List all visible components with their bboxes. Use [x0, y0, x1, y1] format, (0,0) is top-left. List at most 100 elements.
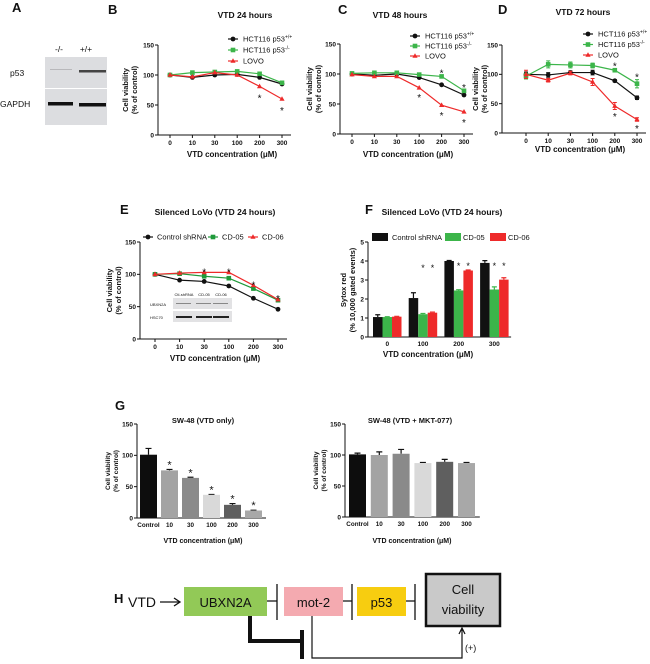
legend-swatch [445, 233, 461, 241]
y-tick-label: 100 [487, 72, 498, 79]
bar [370, 455, 388, 517]
inset-blot-column-label: CD-05 [198, 292, 210, 297]
x-tick-label: 100 [414, 139, 425, 146]
activation-arrow-icon [160, 597, 182, 607]
x-axis-label: VTD concentration (μM) [535, 145, 626, 154]
legend-label-superscript: +/+ [640, 30, 647, 36]
bar-chart-F: F Silenced LoVo (VTD 24 hours) 0 1 2 3 4 5 0 100 2… [339, 202, 530, 359]
significance-star: * [258, 94, 262, 105]
data-point [226, 275, 232, 281]
data-point [416, 72, 422, 77]
effect-label: (+) [465, 643, 476, 653]
diagram-node [357, 587, 406, 616]
legend-label-text: Control shRNA [157, 233, 207, 242]
y-tick-label: 150 [125, 239, 136, 246]
data-point [275, 306, 281, 312]
y-tick-label: 100 [125, 272, 136, 279]
error-bar [166, 468, 173, 471]
bar [224, 504, 241, 518]
y-axis-label: Cell viability [305, 66, 314, 111]
y-tick-label: 0 [337, 514, 341, 521]
error-bar [375, 314, 381, 318]
legend-item: CD-06 [248, 233, 284, 242]
significance-star: * [251, 280, 255, 291]
x-tick-label: Control [346, 521, 369, 528]
data-point [201, 269, 207, 275]
pathway-diagram: H VTD UBXN2A mot-2 p53 Cell viability (+) [114, 572, 502, 659]
blot-band [79, 103, 106, 107]
series-2 [523, 69, 640, 122]
y-tick-label: 0 [129, 515, 133, 522]
error-bar [354, 452, 361, 455]
bar [392, 453, 410, 517]
legend-label: CD-06 [262, 233, 284, 242]
blot-band [48, 102, 73, 106]
x-tick-label: 30 [567, 138, 575, 145]
x-tick-label: 200 [439, 521, 450, 528]
data-point [568, 62, 573, 68]
significance-star: * [635, 73, 639, 84]
x-tick-label: 300 [459, 139, 470, 146]
diagram-output-label: viability [442, 602, 485, 617]
series-line [154, 271, 279, 301]
error-bar [441, 458, 448, 462]
legend-item: HCT116 p53+/+ [583, 30, 647, 39]
legend-label-text: HCT116 p53 [425, 42, 467, 51]
legend-label: HCT116 p53+/+ [243, 35, 292, 44]
y-tick-label: 3 [360, 277, 364, 284]
legend-item: CD-06 [490, 233, 530, 242]
legend-label-text: LOVO [425, 52, 446, 61]
x-tick-label: 0 [350, 139, 354, 146]
legend-label: LOVO [598, 51, 619, 60]
significance-star: * [421, 263, 425, 273]
legend-item: HCT116 p53+/+ [410, 32, 474, 41]
error-bar [145, 447, 152, 455]
legend-label-superscript: +/+ [285, 35, 292, 41]
legend-label-text: CD-05 [222, 233, 244, 242]
data-point [590, 63, 595, 68]
legend-label: HCT116 p53-/- [425, 42, 472, 51]
legend-item: CD-05 [208, 233, 244, 242]
data-point [461, 109, 467, 114]
data-point [461, 88, 467, 94]
legend-swatch [490, 233, 506, 241]
legend-marker [412, 43, 418, 49]
x-tick-label: 0 [385, 341, 389, 348]
panel-label: D [498, 2, 507, 17]
inhibition-arrow-icon [406, 584, 416, 620]
legend-label: CD-05 [463, 233, 485, 242]
y-tick-label: 50 [329, 101, 337, 108]
error-bar [429, 311, 435, 313]
blot-band [50, 69, 72, 70]
error-bar [420, 312, 426, 315]
legend-label: Control shRNA [392, 233, 442, 242]
legend-label-text: HCT116 p53 [598, 30, 640, 39]
series-line [154, 273, 279, 310]
data-point [226, 283, 232, 289]
y-tick-label: 4 [360, 258, 364, 265]
y-tick-label: 0 [494, 130, 498, 137]
data-point [279, 96, 285, 101]
significance-star: * [457, 261, 461, 271]
chart-title: SW-48 (VTD + MKT-077) [368, 416, 453, 425]
y-tick-label: 50 [491, 101, 499, 108]
series-2 [392, 269, 509, 337]
data-point [439, 82, 444, 88]
legend-label: LOVO [425, 52, 446, 61]
legend-label: HCT116 p53+/+ [425, 32, 474, 41]
significance-star: * [188, 467, 193, 479]
legend-marker [145, 234, 151, 240]
y-axis-label: (% of control) [113, 450, 120, 492]
inhibition-line [248, 616, 302, 643]
bar [349, 454, 366, 517]
error-bar [482, 260, 488, 263]
bar [489, 289, 500, 337]
legend-marker [412, 33, 418, 39]
x-tick-label: 200 [436, 139, 447, 146]
significance-star: * [276, 294, 280, 305]
significance-star: * [635, 124, 639, 135]
y-axis-label: (% of control) [130, 65, 139, 114]
error-bar [463, 461, 470, 464]
legend-label: HCT116 p53-/- [243, 46, 290, 55]
data-point [372, 70, 377, 76]
